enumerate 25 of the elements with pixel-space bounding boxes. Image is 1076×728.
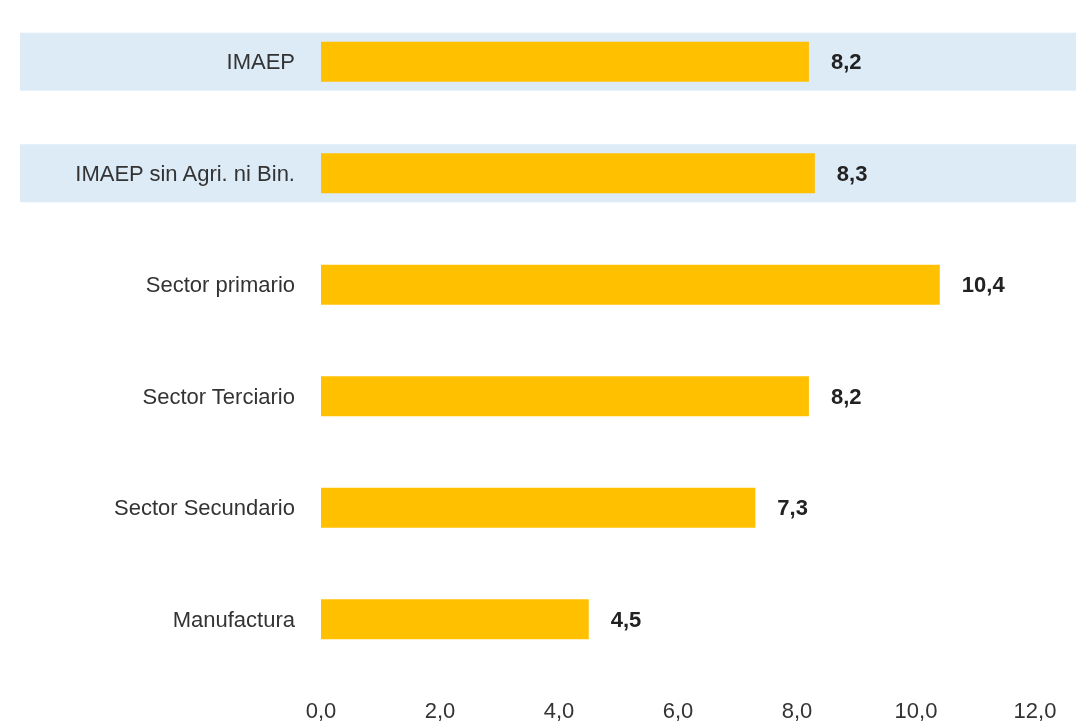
bar <box>321 599 589 640</box>
x-tick-label: 2,0 <box>424 697 456 723</box>
y-tick-label: IMAEP sin Agri. ni Bin. <box>75 160 295 186</box>
bar <box>321 487 756 528</box>
data-label: 4,5 <box>610 606 642 632</box>
bar <box>321 264 940 305</box>
y-tick-label: IMAEP <box>226 49 295 75</box>
x-tick-label: 8,0 <box>781 697 813 723</box>
data-label: 10,4 <box>961 272 1006 298</box>
x-tick-label: 4,0 <box>543 697 575 723</box>
x-tick-label: 0,0 <box>305 697 337 723</box>
y-tick-label: Sector primario <box>145 272 295 298</box>
y-tick-label: Sector Terciario <box>142 383 295 409</box>
data-label: 7,3 <box>777 495 808 521</box>
x-tick-label: 10,0 <box>894 697 938 723</box>
bar <box>321 376 809 417</box>
bar <box>321 153 815 194</box>
bar <box>321 41 809 82</box>
x-tick-label: 6,0 <box>662 697 694 723</box>
x-tick-label: 12,0 <box>1013 697 1057 723</box>
y-tick-label: Sector Secundario <box>114 495 295 521</box>
y-tick-label: Manufactura <box>172 606 296 632</box>
data-label: 8,2 <box>830 383 862 409</box>
data-label: 8,3 <box>836 160 868 186</box>
data-label: 8,2 <box>830 49 862 75</box>
